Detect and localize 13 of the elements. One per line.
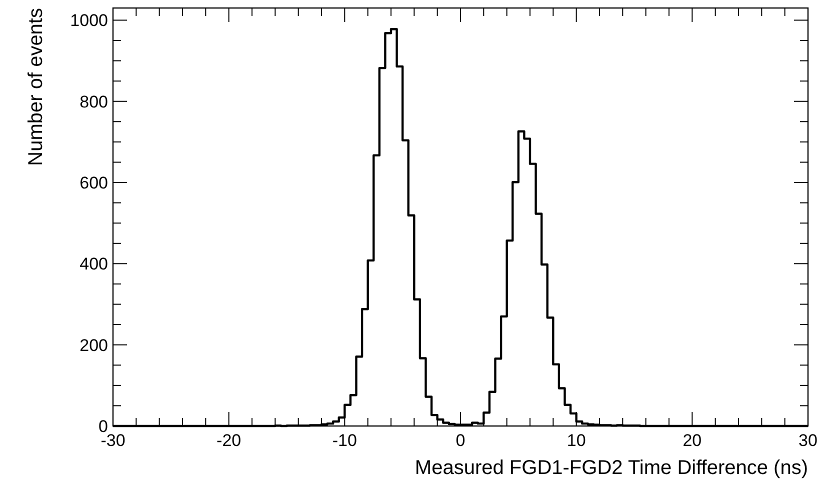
- y-tick-label: 400: [80, 254, 108, 274]
- x-tick-label: -10: [332, 431, 357, 450]
- x-axis-title: Measured FGD1-FGD2 Time Difference (ns): [414, 457, 808, 479]
- x-tick-label: 0: [456, 431, 466, 450]
- y-axis-title: Number of events: [25, 8, 47, 166]
- y-tick-label: 800: [80, 92, 108, 112]
- y-tick-label: 1000: [70, 11, 108, 30]
- x-tick-label: 20: [682, 431, 702, 450]
- y-tick-label: 200: [80, 336, 108, 355]
- x-tick-label: 30: [798, 431, 818, 450]
- x-tick-label: 10: [566, 431, 586, 450]
- x-tick-label: -20: [216, 431, 242, 450]
- y-tick-label: 600: [80, 174, 108, 193]
